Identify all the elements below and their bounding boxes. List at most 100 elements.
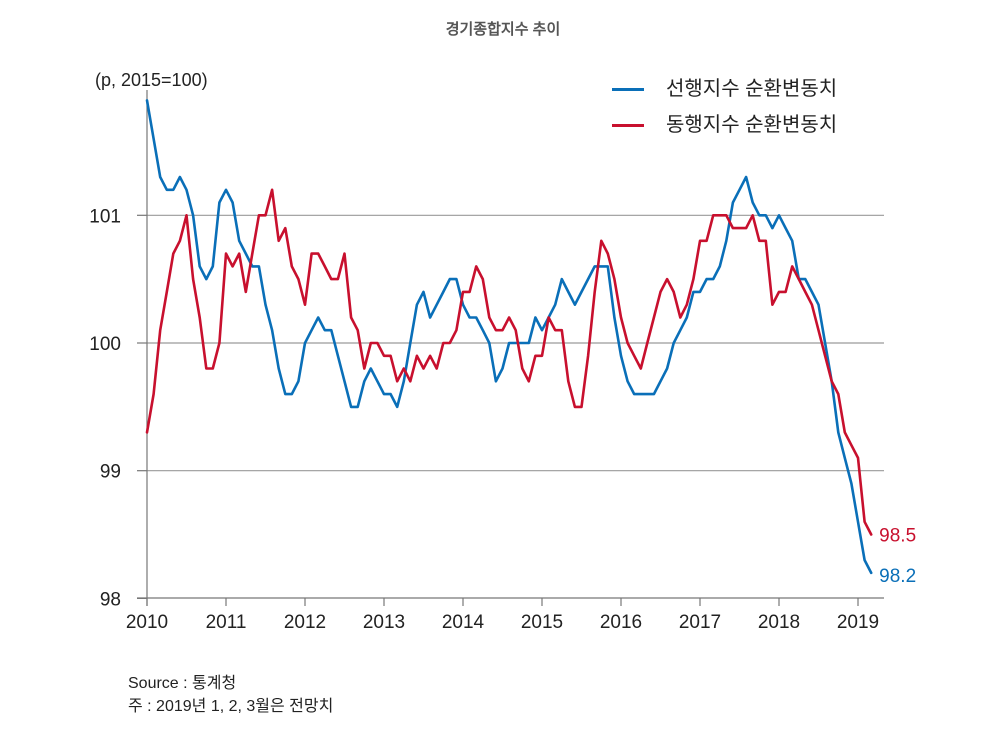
point-leading-64 bbox=[567, 291, 570, 294]
point-coincident-62 bbox=[554, 329, 557, 332]
point-leading-47 bbox=[455, 278, 458, 281]
point-coincident-56 bbox=[514, 329, 517, 332]
x-tick-label-2018: 2018 bbox=[758, 612, 800, 633]
point-coincident-35 bbox=[376, 342, 379, 345]
point-leading-30 bbox=[343, 380, 346, 383]
point-leading-33 bbox=[363, 380, 366, 383]
point-leading-79 bbox=[666, 367, 669, 370]
point-coincident-91 bbox=[745, 227, 748, 230]
point-coincident-59 bbox=[534, 354, 537, 357]
point-leading-57 bbox=[521, 342, 524, 345]
point-leading-96 bbox=[778, 214, 781, 217]
point-coincident-33 bbox=[363, 367, 366, 370]
point-leading-58 bbox=[528, 342, 531, 345]
point-coincident-87 bbox=[718, 214, 721, 217]
point-leading-44 bbox=[435, 303, 438, 306]
chart-footer: Source : 통계청 주 : 2019년 1, 2, 3월은 전망치 bbox=[128, 672, 333, 718]
point-coincident-41 bbox=[416, 354, 419, 357]
point-leading-60 bbox=[541, 329, 544, 332]
point-leading-22 bbox=[291, 393, 294, 396]
point-coincident-18 bbox=[264, 214, 267, 217]
point-leading-101 bbox=[811, 291, 814, 294]
point-leading-105 bbox=[837, 431, 840, 434]
point-leading-42 bbox=[422, 291, 425, 294]
point-leading-52 bbox=[488, 342, 491, 345]
point-leading-20 bbox=[277, 367, 280, 370]
point-coincident-9 bbox=[205, 367, 208, 370]
end-label-coincident: 98.5 bbox=[879, 526, 916, 547]
point-coincident-99 bbox=[797, 278, 800, 281]
x-tick-label-2019: 2019 bbox=[837, 612, 879, 633]
point-leading-10 bbox=[212, 265, 215, 268]
point-leading-7 bbox=[192, 214, 195, 217]
point-leading-91 bbox=[745, 176, 748, 179]
point-leading-41 bbox=[416, 303, 419, 306]
point-leading-25 bbox=[310, 329, 313, 332]
point-leading-15 bbox=[244, 252, 247, 255]
point-coincident-12 bbox=[225, 252, 228, 255]
point-coincident-3 bbox=[165, 291, 168, 294]
point-coincident-0 bbox=[146, 431, 149, 434]
point-leading-12 bbox=[225, 188, 228, 191]
point-coincident-46 bbox=[449, 342, 452, 345]
y-tick-label-100: 100 bbox=[89, 334, 121, 355]
point-leading-92 bbox=[751, 201, 754, 204]
point-coincident-98 bbox=[791, 265, 794, 268]
point-leading-95 bbox=[771, 227, 774, 230]
point-leading-74 bbox=[633, 393, 636, 396]
point-coincident-89 bbox=[732, 227, 735, 230]
point-coincident-96 bbox=[778, 291, 781, 294]
x-tick-label-2010: 2010 bbox=[126, 612, 168, 633]
point-coincident-48 bbox=[462, 291, 465, 294]
point-leading-82 bbox=[686, 316, 689, 319]
point-leading-5 bbox=[179, 176, 182, 179]
point-coincident-93 bbox=[758, 240, 761, 243]
point-leading-77 bbox=[653, 393, 656, 396]
point-coincident-26 bbox=[317, 252, 320, 255]
point-coincident-7 bbox=[192, 278, 195, 281]
y-tick-label-98: 98 bbox=[100, 589, 121, 610]
point-leading-100 bbox=[804, 278, 807, 281]
point-coincident-102 bbox=[817, 329, 820, 332]
point-coincident-20 bbox=[277, 240, 280, 243]
point-leading-55 bbox=[508, 342, 511, 345]
point-coincident-1 bbox=[152, 393, 155, 396]
x-tick-label-2011: 2011 bbox=[206, 612, 247, 633]
point-leading-85 bbox=[705, 278, 708, 281]
point-coincident-63 bbox=[560, 329, 563, 332]
point-coincident-67 bbox=[587, 354, 590, 357]
point-coincident-44 bbox=[435, 367, 438, 370]
point-coincident-11 bbox=[218, 342, 221, 345]
point-leading-4 bbox=[172, 188, 175, 191]
point-leading-63 bbox=[560, 278, 563, 281]
point-leading-50 bbox=[475, 316, 478, 319]
point-coincident-105 bbox=[837, 393, 840, 396]
point-leading-83 bbox=[692, 291, 695, 294]
point-coincident-103 bbox=[824, 354, 827, 357]
point-leading-68 bbox=[593, 265, 596, 268]
point-leading-102 bbox=[817, 303, 820, 306]
point-leading-26 bbox=[317, 316, 320, 319]
point-leading-2 bbox=[159, 176, 162, 179]
point-coincident-60 bbox=[541, 354, 544, 357]
point-coincident-94 bbox=[765, 240, 768, 243]
point-coincident-32 bbox=[356, 329, 359, 332]
point-leading-97 bbox=[784, 227, 787, 230]
point-coincident-54 bbox=[501, 329, 504, 332]
end-label-leading: 98.2 bbox=[879, 566, 916, 587]
y-tick-label-101: 101 bbox=[89, 206, 121, 227]
point-leading-40 bbox=[409, 342, 412, 345]
point-coincident-68 bbox=[593, 291, 596, 294]
point-leading-108 bbox=[857, 520, 860, 523]
point-leading-62 bbox=[554, 303, 557, 306]
point-coincident-15 bbox=[244, 291, 247, 294]
point-coincident-24 bbox=[304, 303, 307, 306]
point-coincident-61 bbox=[547, 316, 550, 319]
point-coincident-34 bbox=[370, 342, 373, 345]
point-coincident-17 bbox=[258, 214, 261, 217]
point-coincident-75 bbox=[639, 367, 642, 370]
point-coincident-66 bbox=[580, 406, 583, 409]
point-coincident-100 bbox=[804, 291, 807, 294]
point-coincident-2 bbox=[159, 329, 162, 332]
point-leading-72 bbox=[620, 354, 623, 357]
